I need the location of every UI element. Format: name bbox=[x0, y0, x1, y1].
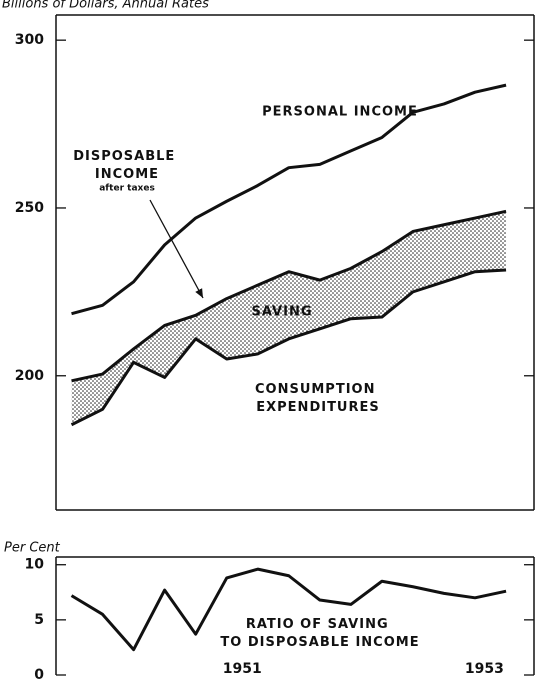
series-label: PERSONAL INCOME bbox=[262, 105, 418, 120]
y-tick-label: 250 bbox=[15, 200, 44, 216]
y-tick-label: 5 bbox=[34, 612, 44, 628]
annotation: SAVING bbox=[252, 305, 313, 320]
series-label: DISPOSABLE INCOME bbox=[73, 149, 181, 182]
line bbox=[70, 567, 507, 652]
annotation-arrow bbox=[149, 199, 204, 299]
x-tick-label: 1951 bbox=[223, 661, 262, 677]
annotation: after taxes bbox=[99, 184, 155, 194]
y-tick-label: 200 bbox=[15, 368, 44, 384]
y-tick-label: 10 bbox=[25, 557, 45, 573]
x-tick-label: 1953 bbox=[465, 661, 504, 677]
y-axis-label: Per Cent bbox=[4, 541, 61, 556]
line bbox=[70, 268, 507, 427]
y-tick-label: 300 bbox=[15, 32, 44, 48]
series-label: CONSUMPTION EXPENDITURES bbox=[255, 382, 381, 415]
saving-area bbox=[71, 211, 507, 425]
line bbox=[71, 209, 507, 383]
y-axis-label: Billions of Dollars, Annual Rates bbox=[2, 0, 209, 12]
y-tick-label: 0 bbox=[34, 667, 44, 680]
line bbox=[71, 83, 507, 316]
series-label: RATIO OF SAVING TO DISPOSABLE INCOME bbox=[220, 617, 419, 650]
